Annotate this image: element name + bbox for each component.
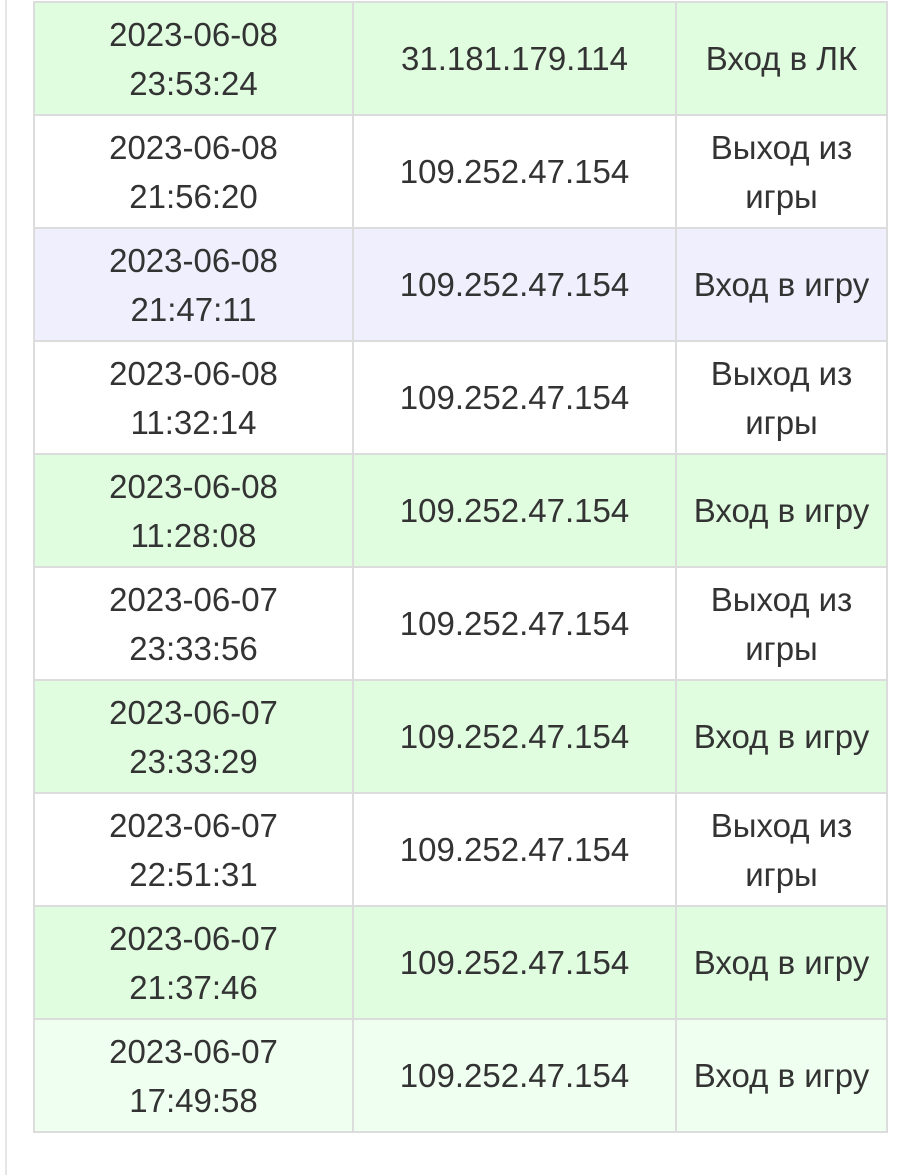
action-cell: Вход в игру — [675, 905, 888, 1020]
action-cell: Выход из игры — [675, 792, 888, 907]
table-row: 2023-06-07 23:33:56 109.252.47.154 Выход из… — [33, 566, 888, 681]
table-row: 2023-06-07 22:51:31 109.252.47.154 Выход из… — [33, 792, 888, 907]
datetime-cell: 2023-06-07 17:49:58 — [33, 1018, 354, 1133]
time: 21:47:11 — [130, 290, 257, 328]
time: 22:51:31 — [129, 855, 258, 893]
time: 23:33:29 — [129, 742, 258, 780]
ip-cell: 109.252.47.154 — [352, 1018, 677, 1133]
time: 11:32:14 — [130, 403, 257, 441]
datetime-cell: 2023-06-08 21:56:20 — [33, 114, 354, 229]
action-cell: Выход из игры — [675, 566, 888, 681]
ip-cell: 109.252.47.154 — [352, 679, 677, 794]
date: 2023-06-08 — [109, 241, 278, 279]
datetime-cell: 2023-06-07 23:33:56 — [33, 566, 354, 681]
ip-cell: 109.252.47.154 — [352, 566, 677, 681]
datetime-cell: 2023-06-08 23:53:24 — [33, 1, 354, 116]
table-row: 2023-06-08 11:28:08 109.252.47.154 Вход в и… — [33, 453, 888, 568]
action-cell: Вход в ЛК — [675, 1, 888, 116]
table-row: 2023-06-07 23:33:29 109.252.47.154 Вход в и… — [33, 679, 888, 794]
page-left-border — [5, 0, 7, 1175]
ip-cell: 109.252.47.154 — [352, 792, 677, 907]
ip-cell: 109.252.47.154 — [352, 905, 677, 1020]
table-row: 2023-06-08 11:32:14 109.252.47.154 Выход из… — [33, 340, 888, 455]
datetime-cell: 2023-06-07 22:51:31 — [33, 792, 354, 907]
datetime-cell: 2023-06-07 21:37:46 — [33, 905, 354, 1020]
login-history-table: 2023-06-08 23:53:24 31.181.179.114 Вход в Л… — [33, 1, 888, 1133]
time: 21:56:20 — [129, 177, 258, 215]
time: 11:28:08 — [130, 516, 257, 554]
ip-cell: 109.252.47.154 — [352, 340, 677, 455]
date: 2023-06-07 — [109, 919, 278, 957]
datetime-cell: 2023-06-08 11:28:08 — [33, 453, 354, 568]
time: 17:49:58 — [129, 1081, 258, 1119]
time: 23:33:56 — [129, 629, 258, 667]
date: 2023-06-07 — [109, 580, 278, 618]
date: 2023-06-08 — [109, 354, 278, 392]
table-row: 2023-06-07 21:37:46 109.252.47.154 Вход в и… — [33, 905, 888, 1020]
action-cell: Выход из игры — [675, 114, 888, 229]
date: 2023-06-07 — [109, 806, 278, 844]
action-cell: Вход в игру — [675, 453, 888, 568]
table-row: 2023-06-08 21:47:11 109.252.47.154 Вход в и… — [33, 227, 888, 342]
datetime-cell: 2023-06-08 11:32:14 — [33, 340, 354, 455]
table-body: 2023-06-08 23:53:24 31.181.179.114 Вход в Л… — [33, 1, 888, 1133]
date: 2023-06-07 — [109, 693, 278, 731]
action-cell: Выход из игры — [675, 340, 888, 455]
action-cell: Вход в игру — [675, 227, 888, 342]
action-cell: Вход в игру — [675, 679, 888, 794]
time: 23:53:24 — [129, 64, 258, 102]
table-row: 2023-06-08 23:53:24 31.181.179.114 Вход в Л… — [33, 1, 888, 116]
ip-cell: 109.252.47.154 — [352, 453, 677, 568]
ip-cell: 109.252.47.154 — [352, 114, 677, 229]
datetime-cell: 2023-06-07 23:33:29 — [33, 679, 354, 794]
date: 2023-06-08 — [109, 15, 278, 53]
action-cell: Вход в игру — [675, 1018, 888, 1133]
date: 2023-06-08 — [109, 467, 278, 505]
date: 2023-06-07 — [109, 1032, 278, 1070]
ip-cell: 109.252.47.154 — [352, 227, 677, 342]
date: 2023-06-08 — [109, 128, 278, 166]
ip-cell: 31.181.179.114 — [352, 1, 677, 116]
table-row: 2023-06-08 21:56:20 109.252.47.154 Выход из… — [33, 114, 888, 229]
time: 21:37:46 — [129, 968, 258, 1006]
table-row: 2023-06-07 17:49:58 109.252.47.154 Вход в и… — [33, 1018, 888, 1133]
datetime-cell: 2023-06-08 21:47:11 — [33, 227, 354, 342]
